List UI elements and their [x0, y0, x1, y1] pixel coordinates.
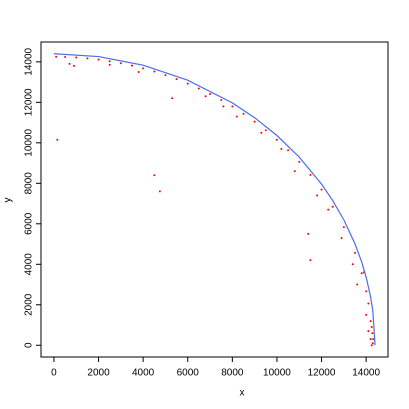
- point: [253, 120, 256, 123]
- x-tick-label: 8000: [221, 368, 244, 379]
- point: [204, 95, 207, 98]
- y-axis-label: y: [3, 198, 14, 203]
- point: [158, 190, 161, 193]
- point: [331, 205, 334, 208]
- x-tick-label: 4000: [132, 368, 155, 379]
- point: [372, 338, 375, 341]
- point: [171, 97, 174, 100]
- point: [75, 56, 78, 59]
- point: [137, 70, 140, 73]
- point: [293, 170, 296, 173]
- point: [86, 57, 89, 60]
- point: [222, 105, 225, 108]
- point: [365, 313, 368, 316]
- point: [342, 226, 345, 229]
- point: [360, 272, 363, 275]
- point: [371, 342, 374, 345]
- point: [108, 63, 111, 66]
- point: [164, 74, 167, 77]
- y-tick-label: 6000: [24, 212, 35, 235]
- point: [370, 344, 373, 347]
- point: [56, 138, 59, 141]
- point: [298, 160, 301, 163]
- point: [356, 283, 359, 286]
- x-axis-label: x: [240, 388, 245, 399]
- x-tick-label: 6000: [177, 368, 200, 379]
- point: [73, 64, 76, 67]
- point: [153, 174, 156, 177]
- y-tick-label: 10000: [24, 128, 35, 156]
- point: [371, 332, 374, 335]
- point: [287, 149, 290, 152]
- point: [55, 55, 58, 58]
- point: [130, 64, 133, 67]
- point: [340, 236, 343, 239]
- x-tick-label: 2000: [87, 368, 110, 379]
- y-tick-label: 4000: [24, 253, 35, 276]
- point: [370, 326, 373, 329]
- point: [231, 105, 234, 108]
- x-tick-label: 10000: [263, 368, 291, 379]
- point: [367, 302, 370, 305]
- point: [327, 208, 330, 211]
- point: [320, 188, 323, 191]
- point: [316, 194, 319, 197]
- point: [235, 115, 238, 118]
- point: [264, 129, 267, 132]
- point: [309, 259, 312, 262]
- point: [97, 58, 100, 61]
- point: [209, 92, 212, 95]
- point: [369, 338, 372, 341]
- point: [280, 147, 283, 150]
- point: [242, 112, 245, 115]
- x-tick-label: 12000: [308, 368, 336, 379]
- y-tick-label: 12000: [24, 88, 35, 116]
- point: [68, 62, 71, 65]
- point: [367, 330, 370, 333]
- point: [220, 98, 223, 101]
- y-tick-label: 2000: [24, 293, 35, 316]
- point: [353, 251, 356, 254]
- point: [175, 78, 178, 81]
- point: [309, 173, 312, 176]
- point: [369, 320, 372, 323]
- point: [153, 70, 156, 73]
- plot-frame: [40, 41, 389, 358]
- point: [142, 67, 145, 70]
- point: [64, 55, 67, 58]
- point: [307, 232, 310, 235]
- point: [351, 263, 354, 266]
- y-tick-label: 14000: [24, 47, 35, 75]
- y-tick-label: 0: [24, 342, 35, 348]
- point: [108, 60, 111, 63]
- y-tick-label: 8000: [24, 172, 35, 195]
- point: [197, 87, 200, 90]
- point: [119, 62, 122, 65]
- point: [365, 290, 368, 293]
- point: [275, 138, 278, 141]
- curve: [53, 53, 376, 346]
- x-tick-label: 0: [51, 368, 57, 379]
- point: [186, 82, 189, 85]
- x-tick-label: 14000: [352, 368, 380, 379]
- point: [260, 131, 263, 134]
